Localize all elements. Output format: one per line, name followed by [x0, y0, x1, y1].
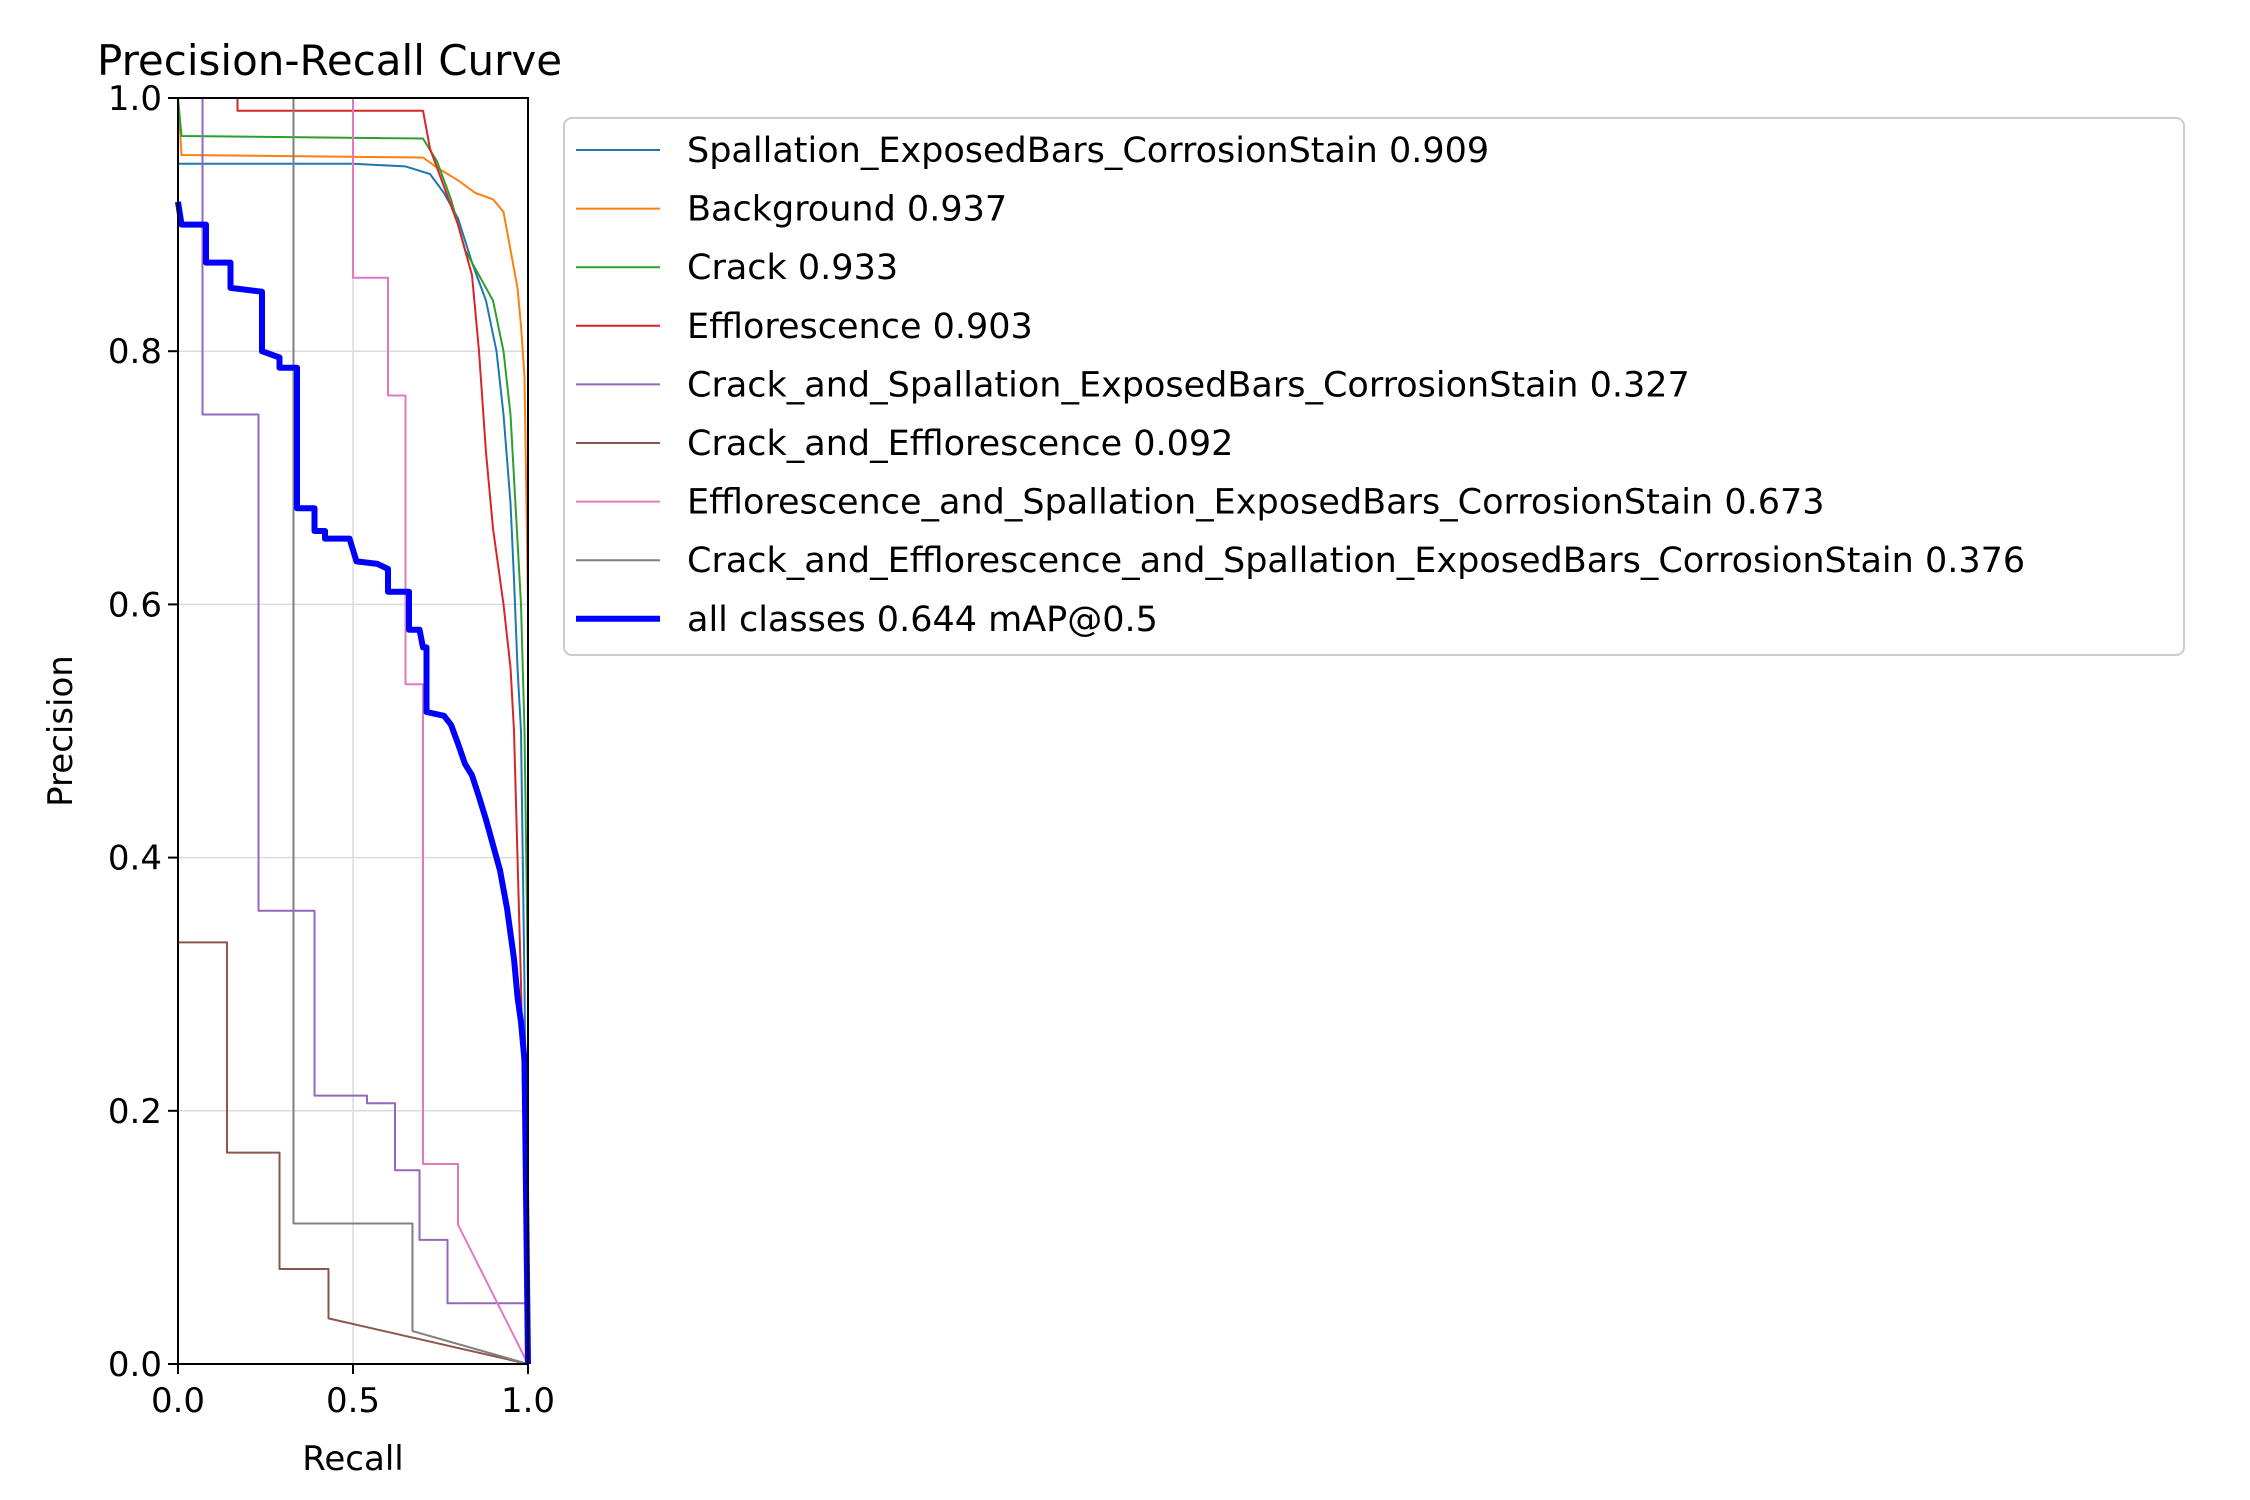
series-line-0: [178, 162, 529, 1365]
legend-entry-6: Efflorescence_and_Spallation_ExposedBars…: [687, 483, 1825, 523]
legend-entry-1: Background 0.937: [687, 190, 1007, 230]
legend-entry-8: all classes 0.644 mAP@0.5: [687, 600, 1158, 640]
series-line-4: [201, 98, 529, 1364]
chart-title: Precision-Recall Curve: [97, 36, 562, 85]
y-tick-label: 0.2: [108, 1092, 162, 1132]
series-line-1: [177, 97, 529, 1364]
series-line-3: [236, 98, 529, 1365]
legend-entry-3: Efflorescence 0.903: [687, 307, 1033, 347]
legend-entry-7: Crack_and_Efflorescence_and_Spallation_E…: [687, 541, 2025, 581]
series-line-7: [292, 98, 529, 1365]
x-tick-label: 0.0: [151, 1381, 205, 1421]
series-line-6: [220, 97, 529, 1365]
x-tick-label: 0.5: [326, 1381, 380, 1421]
legend-entry-2: Crack 0.933: [687, 248, 898, 288]
x-tick-label: 1.0: [501, 1381, 555, 1421]
y-tick-label: 0.6: [108, 585, 162, 625]
y-tick-label: 0.8: [108, 332, 162, 372]
legend-box: [563, 117, 2185, 656]
x-axis-label: Recall: [302, 1439, 403, 1479]
legend-entry-4: Crack_and_Spallation_ExposedBars_Corrosi…: [687, 365, 1690, 405]
series-line-8: [175, 201, 531, 1365]
y-tick-label: 0.4: [108, 839, 162, 879]
legend-entry-5: Crack_and_Efflorescence 0.092: [687, 424, 1233, 464]
x-axis-ticks: 0.0 0.5 1.0: [151, 1364, 555, 1421]
y-tick-label: 0.0: [108, 1345, 162, 1385]
legend-entry-0: Spallation_ExposedBars_CorrosionStain 0.…: [687, 131, 1489, 171]
y-axis-ticks: 0.0 0.2 0.4 0.6 0.8 1.0: [108, 79, 178, 1385]
series-line-5: [178, 941, 529, 1365]
y-axis-label: Precision: [41, 655, 81, 807]
legend: Spallation_ExposedBars_CorrosionStain 0.…: [563, 117, 2185, 656]
y-tick-label: 1.0: [108, 79, 162, 119]
series-lines: [175, 97, 531, 1365]
